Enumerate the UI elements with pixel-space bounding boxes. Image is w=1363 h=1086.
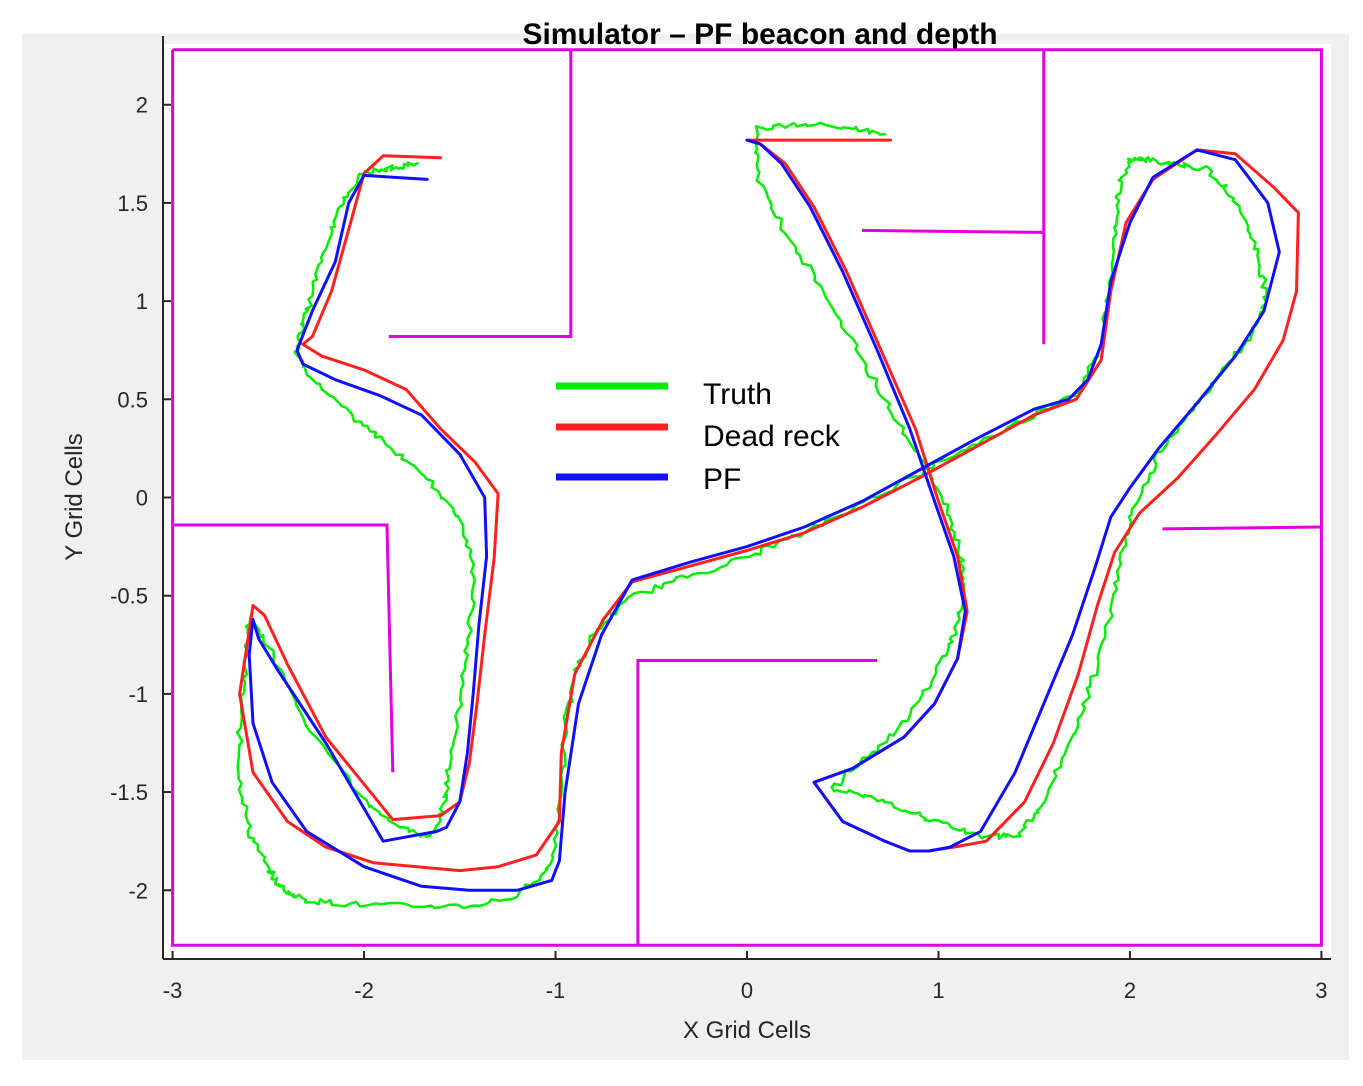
legend: Truth Dead reck PF <box>556 378 841 496</box>
chart-title: Simulator – PF beacon and depth <box>522 18 997 51</box>
y-tick-label: -0.5 <box>110 584 148 609</box>
x-tick-label: 2 <box>1124 978 1136 1003</box>
wall-segment-1 <box>388 49 573 338</box>
y-tick-label: 0 <box>136 486 148 511</box>
x-tick-label: 1 <box>932 978 944 1003</box>
wall-segment-6 <box>1162 525 1322 531</box>
trajectory-series <box>235 121 1300 910</box>
x-tick-label: 3 <box>1315 978 1327 1003</box>
wall-segment-2 <box>172 523 395 773</box>
wall-segment-0 <box>171 48 1323 947</box>
plot-area <box>163 44 1331 959</box>
y-tick-label: 0.5 <box>117 387 148 412</box>
x-tick-label: -2 <box>354 978 374 1003</box>
x-tick-label: -3 <box>163 978 183 1003</box>
y-tick-label: -1 <box>128 682 148 707</box>
x-tick-label: -1 <box>546 978 566 1003</box>
y-tick-label: -2 <box>128 878 148 903</box>
x-tick-label: 0 <box>741 978 753 1003</box>
y-tick-label: 1.5 <box>117 191 148 216</box>
wall-segment-5 <box>636 659 878 946</box>
series-line-pf <box>247 138 1281 892</box>
maze-walls <box>171 48 1323 947</box>
y-axis-ticks: -2 -1.5 -1 -0.5 0 0.5 1 1.5 2 <box>110 93 171 903</box>
y-tick-label: 1 <box>136 289 148 314</box>
x-axis-ticks: -3 -2 -1 0 1 2 3 <box>163 951 1328 1003</box>
legend-label-pf: PF <box>703 463 741 496</box>
legend-label-dead-reck: Dead reck <box>703 420 841 453</box>
y-axis-label: Y Grid Cells <box>61 433 88 561</box>
y-tick-label: -1.5 <box>110 780 148 805</box>
legend-label-truth: Truth <box>703 378 772 411</box>
wall-segment-4 <box>861 228 1044 234</box>
x-axis-label: X Grid Cells <box>683 1017 811 1044</box>
y-tick-label: 2 <box>136 93 148 118</box>
